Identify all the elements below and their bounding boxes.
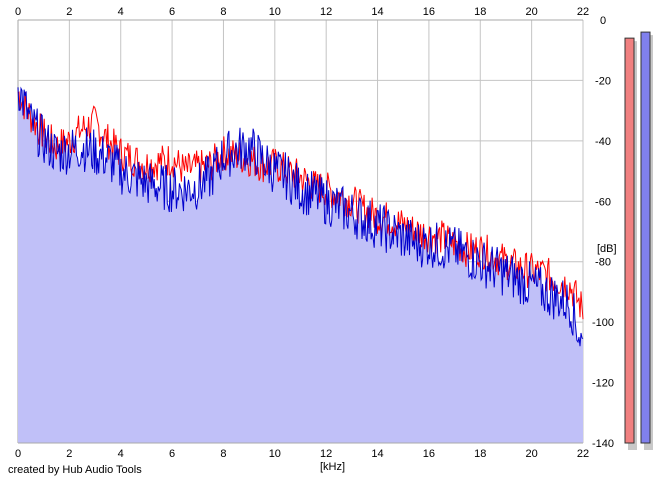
- blue-series-line: [17, 86, 584, 347]
- series-lines: [17, 86, 584, 347]
- x-tick-label-bottom: 14: [371, 448, 383, 460]
- y-tick-label: -140: [592, 438, 614, 450]
- spectrum-area-fill: [18, 87, 583, 444]
- x-tick-label-bottom: 8: [220, 448, 226, 460]
- x-tick-label-top: 6: [169, 6, 175, 18]
- x-tick-label-bottom: 6: [169, 448, 175, 460]
- level-meter-bar: [640, 31, 651, 444]
- y-tick-label: -20: [595, 75, 611, 87]
- x-axis-label: [kHz]: [320, 461, 345, 473]
- x-tick-label-top: 10: [269, 6, 281, 18]
- x-tick-labels-bottom: 0 2 4 6 8 10 12 14 16 18 20 22: [15, 448, 589, 460]
- credit-text: created by Hub Audio Tools: [8, 464, 142, 476]
- x-tick-label-bottom: 16: [423, 448, 435, 460]
- y-tick-label: -60: [595, 196, 611, 208]
- y-tick-label: -100: [592, 317, 614, 329]
- x-tick-labels-top: 0 2 4 6 8 10 12 14 16 18 20 22: [15, 6, 589, 18]
- x-tick-label-top: 16: [423, 6, 435, 18]
- x-tick-label-top: 0: [15, 6, 21, 18]
- x-tick-label-top: 20: [526, 6, 538, 18]
- y-tick-label: -80: [595, 257, 611, 269]
- x-tick-label-bottom: 12: [320, 448, 332, 460]
- x-tick-label-top: 18: [474, 6, 486, 18]
- level-meter-bar: [624, 37, 635, 444]
- red-series-line: [17, 91, 584, 320]
- x-tick-label-top: 2: [66, 6, 72, 18]
- x-tick-label-bottom: 10: [269, 448, 281, 460]
- x-tick-label-bottom: 22: [577, 448, 589, 460]
- x-tick-label-top: 12: [320, 6, 332, 18]
- x-tick-label-bottom: 0: [15, 448, 21, 460]
- x-tick-label-bottom: 20: [526, 448, 538, 460]
- x-tick-label-bottom: 2: [66, 448, 72, 460]
- x-tick-label-top: 8: [220, 6, 226, 18]
- y-tick-label: 0: [600, 15, 606, 27]
- y-tick-labels: 0 -20 -40 -60 -80 -100 -120 -140: [592, 15, 614, 450]
- x-tick-label-top: 14: [371, 6, 383, 18]
- x-tick-label-top: 4: [118, 6, 124, 18]
- x-tick-label-bottom: 4: [118, 448, 124, 460]
- x-tick-label-top: 22: [577, 6, 589, 18]
- y-tick-label: -40: [595, 136, 611, 148]
- y-tick-label: -120: [592, 378, 614, 390]
- x-tick-label-bottom: 18: [474, 448, 486, 460]
- y-axis-label: [dB]: [597, 243, 617, 255]
- level-meters: [624, 31, 653, 450]
